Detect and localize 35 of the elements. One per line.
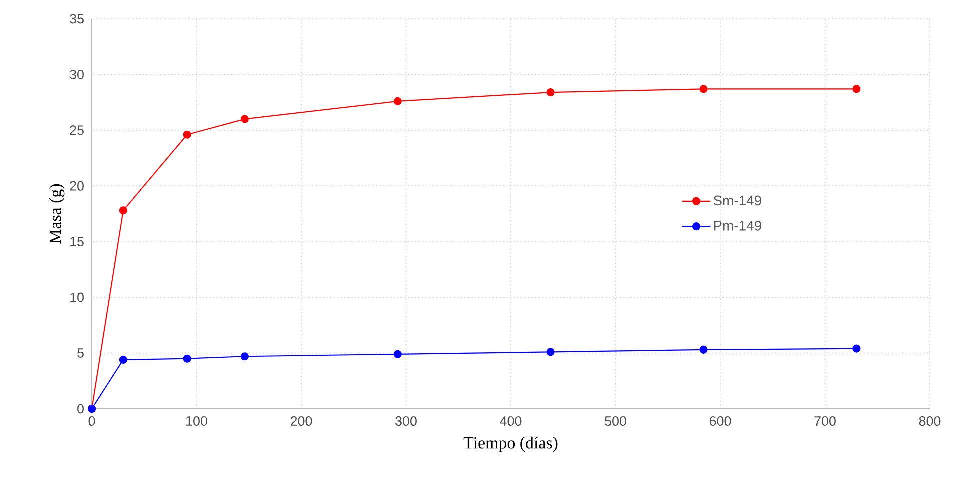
point (394, 97, 402, 106)
x-tick-label: 100 (186, 416, 208, 426)
x-tick-label: 600 (710, 416, 732, 426)
y-tick-label: 10 (70, 292, 84, 302)
legend-label: Sm-149 (714, 196, 762, 206)
y-tick-label: 15 (70, 237, 84, 247)
point (852, 344, 861, 353)
point (394, 350, 402, 358)
x-tick-label: 300 (396, 416, 417, 426)
point (546, 88, 555, 97)
point (852, 85, 861, 94)
x-tick-label: 200 (290, 416, 312, 426)
y-tick-label: 20 (70, 181, 84, 191)
x-tick-label: 0 (88, 416, 96, 426)
point (240, 115, 249, 124)
point (700, 346, 708, 354)
legend-label: Pm-149 (714, 220, 762, 231)
point (183, 354, 192, 363)
y-axis-title: Masa (g) (49, 184, 65, 244)
point (546, 348, 555, 356)
y-tick-label: 5 (78, 348, 84, 358)
point (240, 352, 249, 361)
point (700, 85, 708, 94)
point (183, 130, 192, 139)
x-axis-title: Tiempo (días) (464, 436, 558, 452)
point (119, 356, 128, 364)
x-tick-label: 800 (919, 416, 941, 426)
y-tick-label: 35 (70, 14, 84, 24)
point (119, 206, 128, 215)
x-tick-label: 400 (500, 416, 522, 426)
x-tick-label: 700 (814, 416, 836, 426)
y-tick-label: 0 (78, 404, 84, 414)
y-tick-label: 25 (70, 126, 84, 136)
x-tick-label: 500 (605, 416, 626, 426)
y-tick-label: 30 (70, 70, 84, 80)
